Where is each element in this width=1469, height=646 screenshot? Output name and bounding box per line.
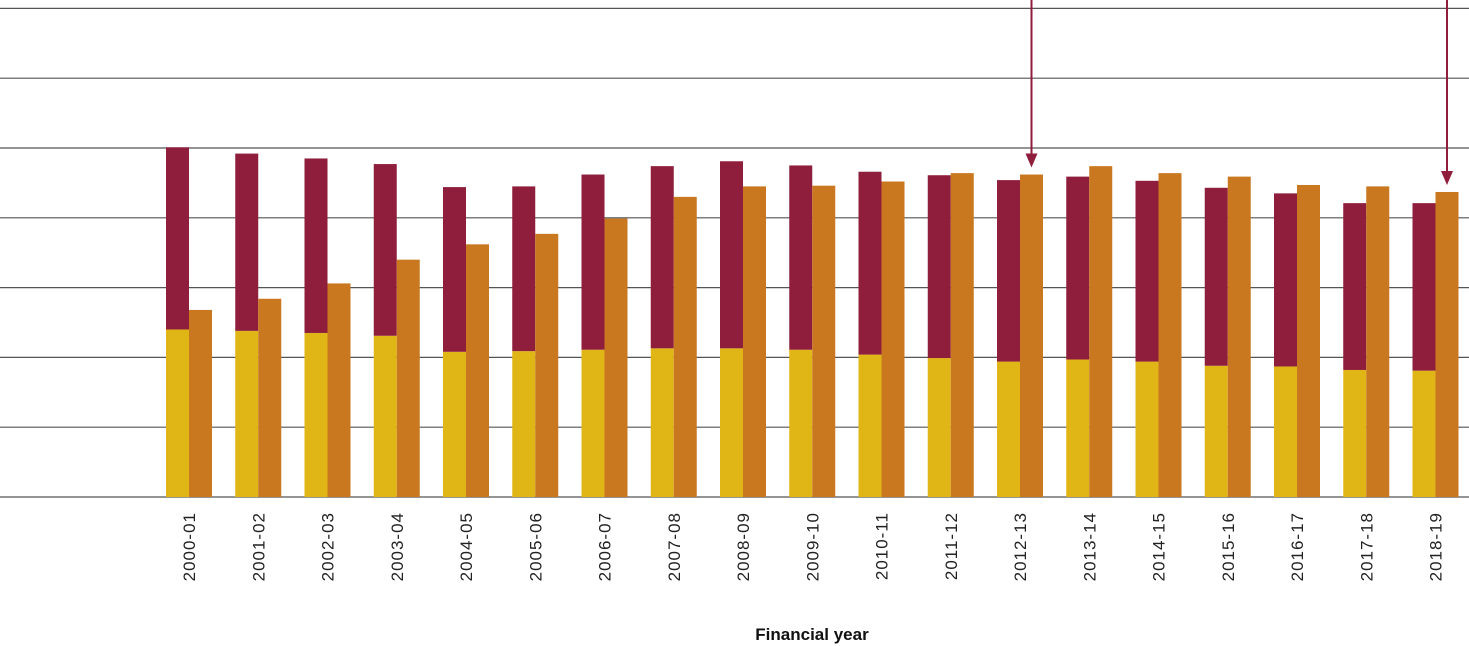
stacked-bar-top-segment [1066,176,1090,360]
single-bar [258,298,282,497]
x-tick-label: 2018-19 [1427,512,1446,581]
stacked-bar-bottom-segment [235,330,259,497]
single-bar [673,196,697,498]
x-tick-label: 2005-06 [526,512,545,581]
single-bar [1227,176,1251,498]
stacked-bar-top-segment [997,180,1020,362]
x-tick-label: 2009-10 [803,512,822,581]
x-axis-label: Financial year [755,625,869,644]
single-bar [604,218,628,498]
stacked-bar-bottom-segment [1066,359,1090,497]
stacked-bar-top-segment [650,166,674,349]
stacked-bar-top-segment [1274,193,1297,367]
single-bar [1435,191,1459,497]
stacked-bar-bottom-segment [927,358,951,497]
x-tick-label: 2001-02 [249,512,268,581]
stacked-bar-top-segment [443,187,466,352]
single-bar [812,185,836,497]
x-tick-label: 2003-04 [388,512,407,581]
stacked-bar-bottom-segment [720,348,743,497]
annotation-arrow-head [1025,153,1038,168]
annotations [1025,0,1453,185]
stacked-bar-top-segment [235,153,259,331]
stacked-bar-top-segment [1135,180,1159,362]
stacked-bar-bottom-segment [166,329,189,497]
stacked-bar-top-segment [1204,187,1228,366]
stacked-bar-top-segment [1343,203,1367,370]
x-tick-label: 2015-16 [1219,512,1238,581]
stacked-bar-bottom-segment [512,351,536,497]
stacked-bar-bottom-segment [1343,369,1367,497]
stacked-bar-top-segment [789,165,813,350]
stacked-bar-top-segment [581,174,605,350]
single-bar [535,233,559,497]
single-bar [466,244,489,497]
x-tick-label: 2007-08 [665,512,684,581]
x-tick-label: 2000-01 [180,512,199,581]
x-tick-label: 2006-07 [596,512,615,581]
stacked-bar-top-segment [373,164,397,336]
stacked-bar-top-segment [166,147,189,330]
stacked-bar-top-segment [720,161,743,349]
single-bar [189,309,212,497]
x-tick-label: 2010-11 [873,512,892,580]
x-tick-label: 2002-03 [319,512,338,581]
stacked-bar-bottom-segment [1135,361,1159,497]
single-bar [1089,166,1113,497]
single-bar [1297,184,1320,497]
stacked-bar-bottom-segment [443,351,466,497]
stacked-bar-bottom-segment [304,332,328,497]
stacked-bar-bottom-segment [1204,365,1228,497]
single-bar [327,283,351,497]
stacked-bar-bottom-segment [373,335,397,497]
x-tick-labels: 2000-01 2001-02 2002-03 2003-04 2004-05 2005-… [180,512,1446,581]
single-bar [743,186,766,497]
x-tick-label: 2004-05 [457,512,476,581]
x-tick-label: 2011-12 [942,512,961,580]
single-bar [1158,173,1182,498]
x-tick-label: 2014-15 [1150,512,1169,581]
annotation-arrow-head [1441,170,1453,185]
x-tick-label: 2016-17 [1288,512,1307,581]
stacked-bar-top-segment [1412,203,1436,371]
single-bar [950,173,974,498]
stacked-bar-bottom-segment [1274,366,1297,497]
x-tick-label: 2012-13 [1011,512,1030,581]
single-bar [396,259,420,497]
single-bar [1366,186,1390,497]
bars [166,147,1459,498]
stacked-bar-bottom-segment [789,349,813,497]
x-tick-label: 2008-09 [734,512,753,581]
stacked-bar-top-segment [858,171,882,355]
x-tick-label: 2013-14 [1080,512,1099,581]
stacked-bar-bottom-segment [858,354,882,497]
stacked-bar-bottom-segment [581,349,605,497]
single-bar [1020,174,1043,498]
stacked-bar-bottom-segment [1412,370,1436,497]
stacked-bar-top-segment [304,158,328,333]
stacked-bar-bottom-segment [997,361,1020,497]
stacked-bar-top-segment [927,175,951,359]
stacked-bar-top-segment [512,186,536,352]
single-bar [881,181,905,497]
stacked-bar-bottom-segment [650,348,674,497]
x-tick-label: 2017-18 [1357,512,1376,581]
